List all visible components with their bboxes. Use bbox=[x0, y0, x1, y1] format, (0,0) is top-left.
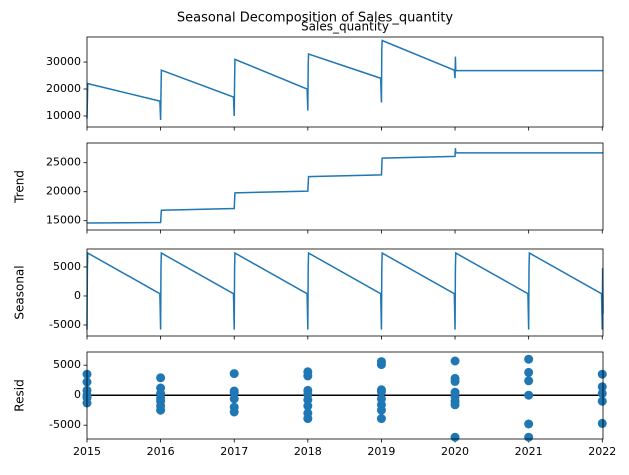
y-axis-label: Resid bbox=[13, 379, 27, 411]
resid-point bbox=[376, 387, 386, 397]
resid-point bbox=[303, 401, 313, 411]
resid-point bbox=[376, 405, 386, 415]
y-tick-label: -5000 bbox=[49, 318, 81, 331]
panel-title: Sales_quantity bbox=[301, 20, 389, 34]
x-tick-label: 2021 bbox=[515, 445, 543, 458]
x-tick-label: 2017 bbox=[220, 445, 248, 458]
resid-point bbox=[376, 360, 386, 370]
x-tick-label: 2022 bbox=[588, 445, 616, 458]
resid-point bbox=[450, 356, 460, 366]
resid-point bbox=[524, 376, 534, 386]
resid-point bbox=[597, 382, 607, 392]
resid-point bbox=[450, 400, 460, 410]
axes-frame bbox=[86, 351, 604, 440]
y-tick-label: 30000 bbox=[46, 55, 81, 68]
y-tick-label: 0 bbox=[74, 388, 81, 401]
y-tick-label: 0 bbox=[74, 289, 81, 302]
series-line bbox=[86, 251, 604, 330]
resid-point bbox=[156, 401, 166, 411]
series-line bbox=[86, 148, 603, 224]
y-axis-label: Trend bbox=[13, 170, 27, 204]
resid-point bbox=[524, 432, 534, 442]
resid-point bbox=[229, 394, 239, 404]
x-tick-label: 2016 bbox=[147, 445, 175, 458]
resid-point bbox=[597, 388, 607, 398]
resid-point bbox=[524, 354, 534, 364]
resid-point bbox=[303, 371, 313, 381]
resid-point bbox=[597, 418, 607, 428]
resid-point bbox=[597, 396, 607, 406]
y-tick-label: 5000 bbox=[53, 260, 81, 273]
figure-title: Seasonal Decomposition of Sales_quantity bbox=[177, 11, 454, 26]
y-tick-label: -5000 bbox=[49, 418, 81, 431]
resid-point bbox=[597, 369, 607, 379]
resid-point bbox=[524, 390, 534, 400]
resid-point bbox=[524, 367, 534, 377]
y-tick-label: 5000 bbox=[53, 358, 81, 371]
resid-point bbox=[450, 376, 460, 386]
x-tick-label: 2018 bbox=[294, 445, 322, 458]
y-tick-label: 15000 bbox=[46, 214, 81, 227]
y-tick-label: 20000 bbox=[46, 82, 81, 95]
resid-point bbox=[376, 414, 386, 424]
series-line bbox=[86, 39, 603, 121]
resid-point bbox=[303, 414, 313, 424]
y-tick-label: 25000 bbox=[46, 156, 81, 169]
x-tick-label: 2019 bbox=[367, 445, 395, 458]
resid-point bbox=[156, 373, 166, 383]
x-tick-label: 2020 bbox=[441, 445, 469, 458]
axes-frame bbox=[86, 248, 604, 337]
y-tick-label: 20000 bbox=[46, 185, 81, 198]
resid-point bbox=[229, 369, 239, 379]
axes-frame bbox=[86, 36, 604, 128]
axes-frame bbox=[86, 142, 604, 231]
resid-point bbox=[450, 432, 460, 442]
y-axis-label: Seasonal bbox=[13, 265, 27, 319]
y-tick-label: 10000 bbox=[46, 109, 81, 122]
resid-point bbox=[524, 419, 534, 429]
x-tick-label: 2015 bbox=[73, 445, 101, 458]
resid-point bbox=[229, 407, 239, 417]
